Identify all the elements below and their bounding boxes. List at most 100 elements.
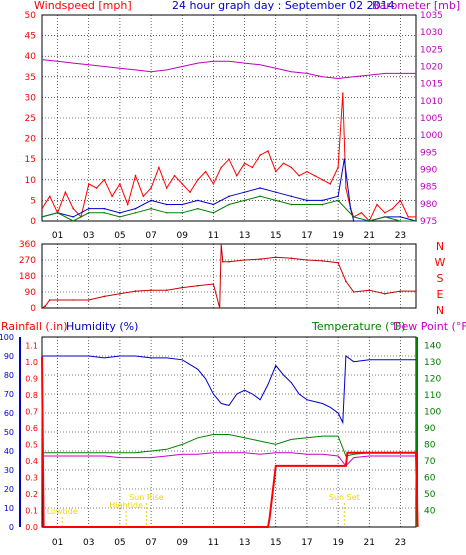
point-gust	[415, 216, 417, 218]
point-gust	[64, 191, 67, 193]
point-direction	[321, 260, 324, 262]
wind-tick-label: 10	[25, 176, 37, 186]
point-wind_dir_avg	[274, 199, 277, 202]
point-wind_dir_avg	[56, 211, 59, 214]
point-direction	[399, 290, 402, 292]
point-gust	[103, 179, 106, 181]
point-wind_avg	[259, 187, 261, 189]
point-gust	[376, 203, 378, 206]
point-direction	[259, 258, 261, 260]
x-tick-label: 01	[52, 538, 63, 548]
baro-tick-label: 1005	[420, 114, 443, 124]
dewpoint-header-label: Dew Point (°F)	[393, 320, 466, 333]
point-wind_avg	[119, 211, 121, 214]
point-wind_avg	[134, 207, 137, 210]
x-tick-label: 13	[239, 538, 250, 548]
series-wind_avg	[41, 159, 417, 222]
point-direction	[221, 260, 224, 263]
baro-tick-label: 1015	[420, 80, 443, 90]
point-gust	[298, 174, 300, 177]
compass-label: W	[435, 256, 446, 269]
point-wind_dir_avg	[228, 203, 230, 206]
point-wind_dir_avg	[72, 220, 74, 222]
point-wind_avg	[352, 220, 355, 222]
sun-marker-label: Sun Set	[329, 493, 360, 502]
point-gust	[119, 183, 121, 185]
rain-tick-label: 0.6	[25, 424, 38, 433]
rain-tick-label: 0.8	[25, 391, 38, 400]
rain-humidity-temp-plot: 01020304050607080901000.00.10.20.30.40.5…	[0, 333, 441, 548]
rain-tick-label: 0.0	[25, 523, 38, 532]
point-direction	[197, 284, 199, 287]
point-direction	[218, 307, 221, 309]
point-wind_dir_avg	[306, 203, 308, 206]
point-direction	[134, 290, 137, 292]
baro-tick-label: 1010	[420, 97, 443, 107]
point-wind_dir_avg	[103, 211, 106, 214]
rain-tick-label: 0.9	[25, 374, 38, 383]
baro-tick-label: 1020	[420, 63, 443, 73]
wind-tick-label: 30	[25, 93, 37, 103]
temperature-tick-label: 80	[424, 440, 436, 450]
point-wind_avg	[306, 199, 308, 202]
series-humidity	[42, 355, 416, 425]
point-gust	[243, 162, 246, 165]
point-direction	[337, 261, 339, 264]
point-wind_avg	[87, 207, 90, 210]
point-gust	[126, 203, 129, 206]
humidity-tick-label: 60	[4, 409, 14, 418]
rain-tick-label: 0.1	[25, 506, 38, 515]
point-gust	[181, 183, 184, 185]
point-direction	[415, 290, 417, 292]
x-tick-label: 15	[270, 538, 281, 548]
point-direction	[243, 259, 246, 261]
point-gust	[399, 199, 402, 202]
point-gust	[72, 207, 74, 210]
point-direction	[150, 289, 152, 292]
x-tick-label: 23	[395, 538, 406, 548]
wind-tick-label: 0	[30, 217, 36, 227]
point-gust	[197, 179, 199, 181]
x-tick-label: 19	[332, 538, 344, 548]
point-gust	[306, 170, 308, 173]
point-gust	[228, 158, 230, 160]
wind-tick-label: 45	[25, 32, 36, 42]
point-direction	[119, 292, 121, 295]
point-wind_avg	[103, 207, 106, 210]
rain-tick-label: 0.2	[25, 490, 38, 499]
direction-tick-label: 180	[19, 272, 36, 282]
point-gust	[391, 207, 394, 210]
temperature-header-label: Temperature (°F)	[311, 320, 406, 333]
point-wind_dir_avg	[212, 211, 215, 214]
series-temperature	[42, 434, 416, 457]
point-direction	[368, 289, 371, 292]
point-gust	[150, 187, 152, 189]
point-wind_avg	[228, 195, 230, 198]
direction-tick-label: 90	[25, 288, 37, 298]
rain-tick-label: 0.3	[25, 473, 38, 482]
humidity-tick-label: 50	[4, 428, 14, 437]
point-gust	[290, 166, 293, 169]
point-wind_avg	[290, 195, 293, 198]
point-gust	[274, 170, 277, 173]
point-direction	[181, 286, 184, 289]
point-wind_avg	[181, 203, 184, 206]
point-gust	[158, 166, 160, 169]
point-wind_avg	[243, 191, 246, 193]
humidity-tick-label: 80	[4, 371, 14, 380]
baro-tick-label: 995	[420, 148, 437, 158]
point-wind_dir_avg	[290, 203, 293, 206]
humidity-header-label: Humidity (%)	[66, 320, 138, 333]
point-direction	[56, 299, 59, 301]
point-wind_avg	[197, 199, 199, 202]
point-gust	[142, 195, 145, 198]
point-direction	[306, 259, 308, 261]
x-tick-label: 07	[145, 231, 156, 241]
x-tick-label: 09	[177, 231, 189, 241]
humidity-tick-label: 20	[4, 485, 14, 494]
series-gust	[41, 93, 416, 222]
point-wind_dir_avg	[87, 211, 90, 214]
point-wind_avg	[337, 195, 339, 198]
